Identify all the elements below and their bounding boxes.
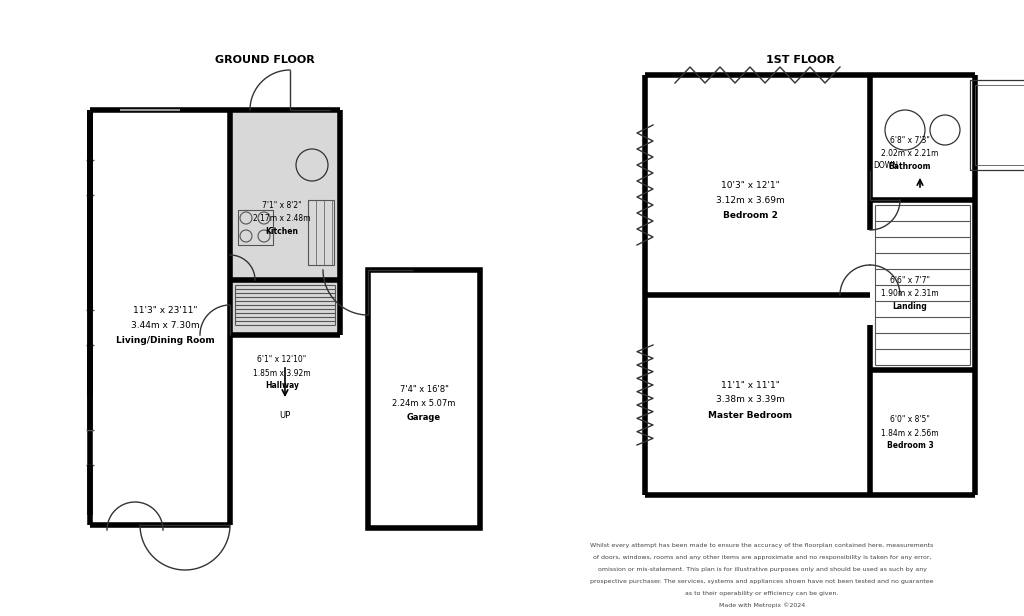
Text: Living/Dining Room: Living/Dining Room (116, 336, 214, 344)
Text: 6'0" x 8'5": 6'0" x 8'5" (890, 416, 930, 424)
Bar (87, 430, 93, 465)
Text: Master Bedroom: Master Bedroom (708, 410, 792, 419)
Text: prospective purchaser. The services, systems and appliances shown have not been : prospective purchaser. The services, sys… (590, 578, 934, 583)
Bar (84, 308, 96, 347)
Text: Whilst every attempt has been made to ensure the accuracy of the floorplan conta: Whilst every attempt has been made to en… (590, 543, 934, 548)
Text: 3.38m x 3.39m: 3.38m x 3.39m (716, 395, 784, 405)
Text: of doors, windows, rooms and any other items are approximate and no responsibili: of doors, windows, rooms and any other i… (593, 554, 931, 559)
Text: Made with Metropix ©2024: Made with Metropix ©2024 (719, 602, 805, 608)
Text: 6'6" x 7'7": 6'6" x 7'7" (890, 275, 930, 285)
Text: 11'1" x 11'1": 11'1" x 11'1" (721, 381, 779, 389)
Bar (230, 110, 340, 335)
Text: Landing: Landing (893, 301, 928, 310)
Bar (642, 355, 648, 415)
Bar (368, 270, 480, 528)
Text: 1ST FLOOR: 1ST FLOOR (766, 55, 835, 65)
Text: 2.24m x 5.07m: 2.24m x 5.07m (392, 400, 456, 408)
Text: Kitchen: Kitchen (265, 227, 299, 235)
Bar (970, 80, 1024, 170)
Bar (120, 107, 180, 113)
Bar (308, 200, 334, 265)
Text: GROUND FLOOR: GROUND FLOOR (215, 55, 314, 65)
Text: 11'3" x 23'11": 11'3" x 23'11" (133, 306, 198, 315)
Text: 7'4" x 16'8": 7'4" x 16'8" (399, 386, 449, 394)
Text: as to their operability or efficiency can be given.: as to their operability or efficiency ca… (685, 591, 839, 596)
Text: Hallway: Hallway (265, 381, 299, 391)
Text: 1.85m x 3.92m: 1.85m x 3.92m (253, 368, 311, 378)
Text: 7'1" x 8'2": 7'1" x 8'2" (262, 200, 302, 209)
Bar (84, 428, 96, 467)
Bar (84, 158, 96, 197)
Text: DOWN: DOWN (873, 161, 898, 169)
Text: 6'1" x 12'10": 6'1" x 12'10" (257, 355, 306, 365)
Text: 6'8" x 7'3": 6'8" x 7'3" (890, 136, 930, 145)
Bar (87, 160, 93, 195)
Bar (975, 85, 1024, 165)
Text: 10'3" x 12'1": 10'3" x 12'1" (721, 180, 779, 190)
Text: Bedroom 3: Bedroom 3 (887, 442, 933, 450)
Bar (238, 210, 273, 245)
Text: 2.17m x 2.48m: 2.17m x 2.48m (253, 214, 310, 222)
Text: 1.90m x 2.31m: 1.90m x 2.31m (882, 288, 939, 298)
Bar (87, 310, 93, 345)
Text: 3.12m x 3.69m: 3.12m x 3.69m (716, 195, 784, 205)
Text: 2.02m x 2.21m: 2.02m x 2.21m (882, 148, 939, 158)
Text: Bathroom: Bathroom (889, 161, 931, 171)
Text: UP: UP (280, 410, 291, 419)
Text: Garage: Garage (407, 413, 441, 423)
Text: 1.84m x 2.56m: 1.84m x 2.56m (882, 429, 939, 437)
Text: Bedroom 2: Bedroom 2 (723, 211, 777, 219)
Text: 3.44m x 7.30m: 3.44m x 7.30m (131, 320, 200, 330)
Text: omission or mis-statement. This plan is for illustrative purposes only and shoul: omission or mis-statement. This plan is … (597, 567, 927, 572)
